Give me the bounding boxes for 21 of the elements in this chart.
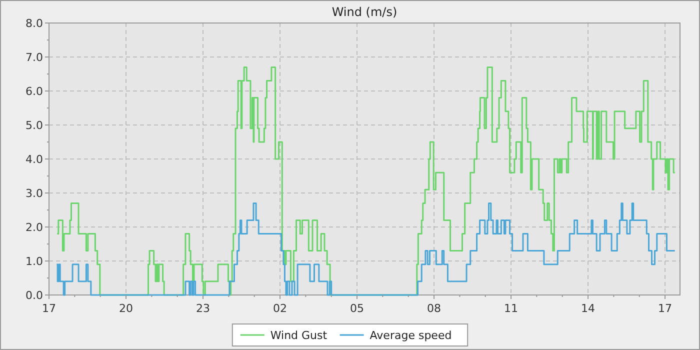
- y-tick-label: 1.0: [26, 254, 43, 268]
- x-tick-label: 02: [273, 302, 288, 315]
- y-tick-label: 0.0: [26, 288, 43, 302]
- chart-title: Wind (m/s): [332, 5, 398, 19]
- y-tick-label: 6.0: [26, 84, 43, 98]
- y-tick-label: 2.0: [26, 220, 43, 234]
- x-tick-label: 17: [42, 302, 56, 315]
- y-tick-label: 8.0: [26, 16, 43, 30]
- y-tick-label: 7.0: [26, 50, 43, 64]
- x-tick-label: 11: [504, 302, 518, 315]
- y-tick-label: 5.0: [26, 118, 43, 132]
- x-tick-label: 20: [119, 302, 134, 315]
- x-tick-label: 17: [658, 302, 672, 315]
- x-tick-label: 14: [581, 302, 596, 315]
- x-tick-label: 23: [196, 302, 210, 315]
- y-tick-label: 4.0: [26, 152, 43, 166]
- y-tick-label: 3.0: [26, 186, 43, 200]
- legend-label: Average speed: [370, 328, 452, 342]
- x-tick-label: 05: [350, 302, 364, 315]
- x-tick-label: 08: [427, 302, 442, 315]
- legend-label: Wind Gust: [270, 328, 328, 342]
